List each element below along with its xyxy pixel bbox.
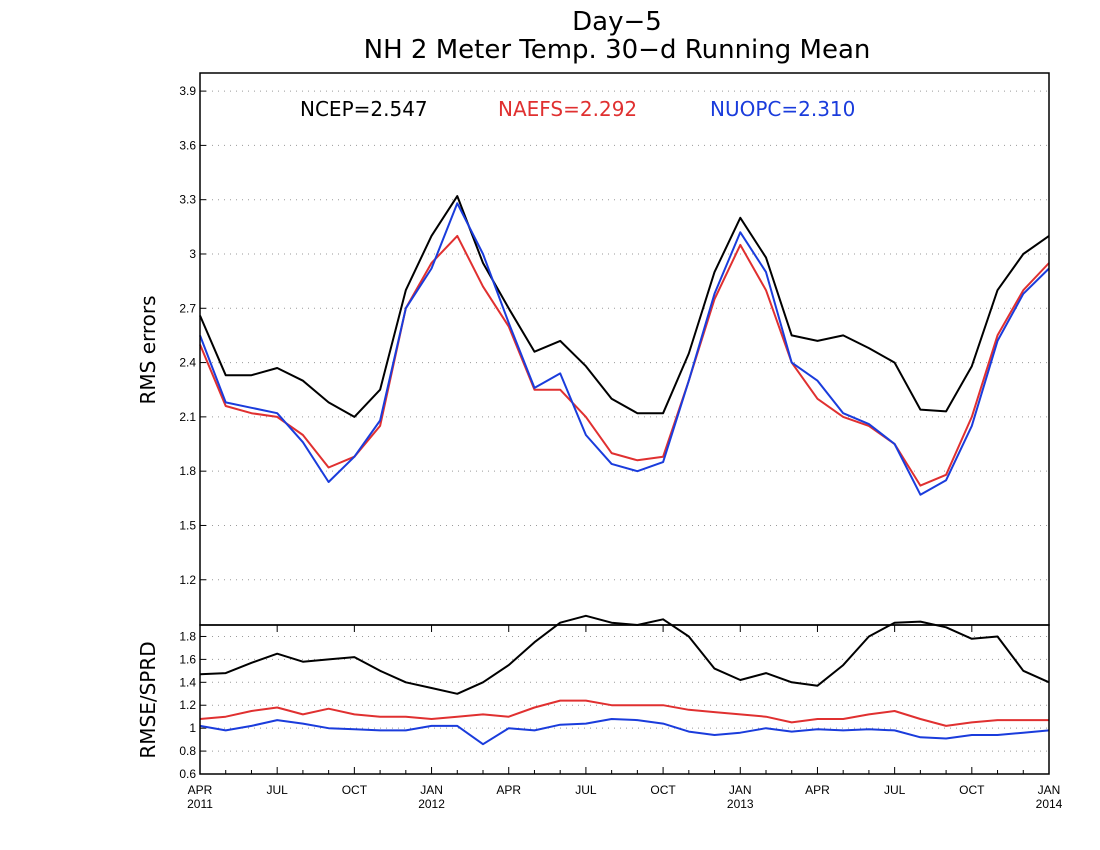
x-axis-ticks: APR JUL OCT JAN APR JUL OCT JAN APR JUL OCT JAN 2011…: [187, 625, 1063, 811]
bottom-series-line-2: [199, 718, 1050, 746]
top-series-line-2: [199, 202, 1050, 496]
top-y-tick-label: 2.4: [179, 356, 196, 370]
x-year-label: 2011: [187, 797, 213, 811]
top-y-tick-label: 3.3: [179, 193, 196, 207]
top-y-tick-label: 3: [189, 247, 196, 261]
top-y-tick-label: 3.6: [179, 138, 196, 152]
bottom-y-tick-label: 0.6: [179, 767, 196, 781]
top-panel-series: [199, 195, 1050, 496]
top-y-tick-label: 3.9: [179, 84, 196, 98]
bottom-series-line-0: [199, 614, 1050, 695]
bottom-y-tick-label: 0.8: [179, 744, 196, 758]
top-series-line-1: [199, 234, 1050, 487]
x-tick-label: JUL: [884, 783, 906, 797]
top-y-tick-label: 1.2: [179, 573, 196, 587]
x-tick-label: OCT: [342, 783, 368, 797]
x-tick-label: OCT: [650, 783, 676, 797]
x-tick-label: APR: [188, 783, 213, 797]
bottom-y-tick-label: 1.2: [179, 698, 196, 712]
x-year-label: 2014: [1036, 797, 1063, 811]
chart-title: Day−5: [572, 7, 662, 37]
top-panel-grid: [200, 90, 1049, 581]
x-year-label: 2012: [418, 797, 445, 811]
x-tick-label: APR: [496, 783, 521, 797]
top-y-tick-label: 2.1: [179, 410, 196, 424]
bottom-y-tick-labels: 1.8 1.6 1.4 1.2 1 0.8 0.6: [179, 629, 206, 781]
top-y-tick-label: 1.5: [179, 518, 196, 532]
top-y-tick-label: 2.7: [179, 301, 196, 315]
bottom-y-tick-label: 1.8: [179, 629, 196, 643]
top-series-line-0: [199, 195, 1050, 418]
bottom-panel-series: [199, 614, 1050, 746]
bottom-y-axis-label: RMSE/SPRD: [136, 641, 160, 758]
top-y-tick-labels: 3.9 3.6 3.3 3 2.7 2.4 2.1 1.8 1.5 1.2: [179, 84, 206, 587]
bottom-panel-frame: [199, 624, 1050, 775]
chart-subtitle: NH 2 Meter Temp. 30−d Running Mean: [364, 35, 871, 65]
stat-nuopc: NUOPC=2.310: [710, 97, 855, 121]
x-tick-label: JAN: [729, 783, 752, 797]
x-tick-label: APR: [805, 783, 830, 797]
bottom-y-tick-label: 1.6: [179, 652, 196, 666]
stat-naefs: NAEFS=2.292: [498, 97, 637, 121]
top-y-axis-label: RMS errors: [136, 295, 160, 404]
x-tick-label: JAN: [420, 783, 443, 797]
x-year-label: 2013: [727, 797, 754, 811]
bottom-y-tick-label: 1: [189, 721, 196, 735]
x-tick-label: JUL: [267, 783, 289, 797]
bottom-series-line-1: [199, 699, 1049, 727]
x-tick-label: JUL: [575, 783, 597, 797]
top-y-tick-label: 1.8: [179, 464, 196, 478]
x-tick-label: OCT: [959, 783, 985, 797]
bottom-y-tick-label: 1.4: [179, 675, 196, 689]
x-tick-label: JAN: [1038, 783, 1061, 797]
stat-ncep: NCEP=2.547: [300, 97, 428, 121]
top-panel-frame: [199, 72, 1050, 626]
